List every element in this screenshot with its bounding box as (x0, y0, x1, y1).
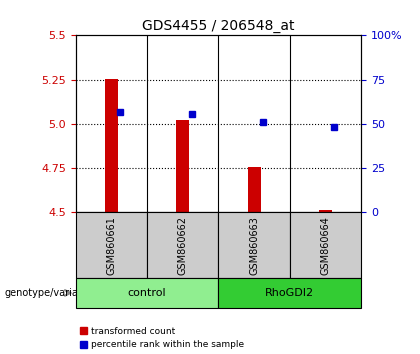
Legend: transformed count, percentile rank within the sample: transformed count, percentile rank withi… (80, 327, 244, 349)
Text: GSM860661: GSM860661 (106, 216, 116, 275)
Bar (248, 167, 260, 212)
Text: RhoGDI2: RhoGDI2 (265, 288, 314, 298)
Text: control: control (128, 288, 166, 298)
Text: GSM860664: GSM860664 (320, 216, 331, 275)
Text: genotype/variation: genotype/variation (4, 288, 97, 298)
Text: GSM860662: GSM860662 (178, 216, 188, 275)
Title: GDS4455 / 206548_at: GDS4455 / 206548_at (142, 19, 295, 33)
Text: GSM860663: GSM860663 (249, 216, 259, 275)
Bar (176, 120, 189, 212)
Bar (105, 79, 118, 212)
Bar (319, 210, 332, 212)
